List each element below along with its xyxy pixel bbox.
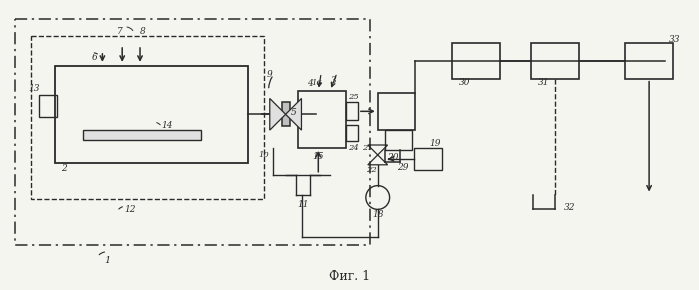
Text: 5: 5 [291,108,296,117]
Bar [452,43,500,79]
Bar [377,93,415,130]
Text: 7: 7 [117,27,123,36]
Text: 8: 8 [140,27,146,36]
Text: 33: 33 [669,35,681,44]
Text: 21: 21 [363,144,373,152]
Text: 15: 15 [312,152,324,162]
Bar [626,43,673,79]
Bar [282,102,289,126]
Text: 19: 19 [429,139,441,148]
Polygon shape [270,98,286,130]
Text: 4: 4 [308,79,313,88]
Bar [31,36,264,200]
Text: 11: 11 [298,200,309,209]
Text: 31: 31 [538,78,550,87]
Text: Фиг. 1: Фиг. 1 [329,270,370,283]
Bar [415,148,442,170]
Bar [384,130,412,150]
Text: 24: 24 [347,144,359,152]
Text: 20: 20 [387,153,398,162]
Bar [82,130,201,140]
Text: 29: 29 [397,163,408,172]
Text: 2: 2 [61,164,66,173]
Polygon shape [286,98,301,130]
Text: 3: 3 [331,76,337,85]
Text: 16: 16 [311,79,322,87]
Text: 32: 32 [564,203,575,212]
Bar [346,125,358,141]
Bar [15,19,370,245]
Bar [346,102,358,120]
Text: 1: 1 [104,256,110,265]
Text: 12: 12 [124,205,136,214]
Text: 9: 9 [267,70,273,79]
Text: 14: 14 [161,121,173,130]
Text: 6: 6 [92,53,97,62]
Text: 22: 22 [366,166,377,174]
Bar [531,43,579,79]
Text: 13: 13 [28,84,40,93]
Bar [39,95,57,117]
Bar [298,90,346,148]
Bar [55,66,248,163]
Text: 10: 10 [259,151,269,159]
Text: 25: 25 [347,93,359,101]
Text: 30: 30 [459,78,470,87]
Text: 18: 18 [372,210,384,219]
